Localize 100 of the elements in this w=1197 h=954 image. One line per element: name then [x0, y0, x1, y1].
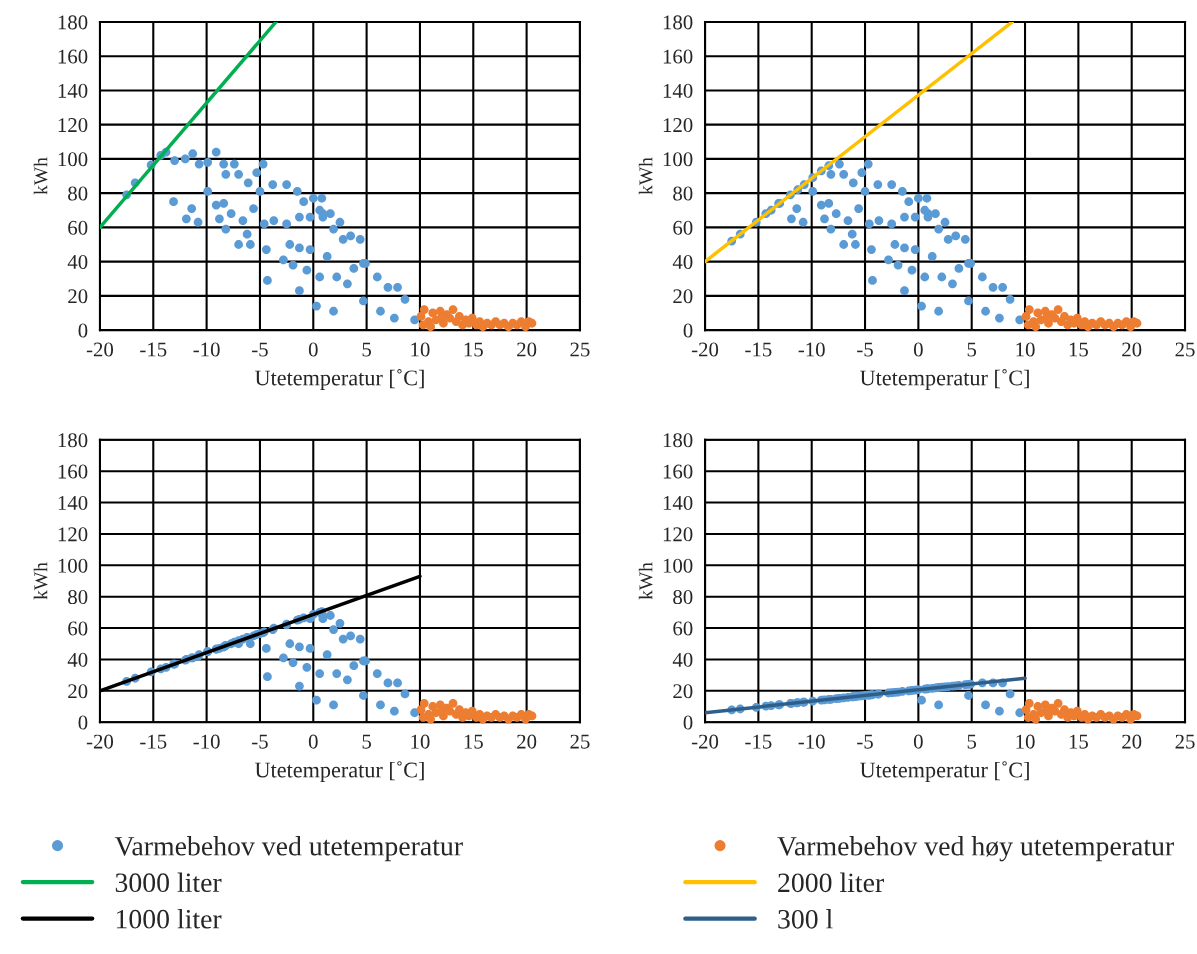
x-tick-label: 15	[464, 342, 483, 357]
point	[1053, 305, 1063, 314]
x-axis-title: Utetemperatur [˚C]	[860, 761, 1029, 783]
y-tick-label: 160	[58, 49, 88, 64]
point	[448, 698, 458, 708]
point	[455, 312, 464, 321]
point	[426, 322, 436, 332]
x-tick-label: -5	[252, 734, 268, 749]
x-tick-label: 25	[1175, 734, 1195, 749]
y-tick-label: 140	[663, 83, 693, 98]
point	[436, 313, 446, 323]
y-tick-label: 40	[67, 652, 88, 667]
x-tick-label: -10	[798, 342, 825, 357]
y-tick-label: 60	[68, 220, 88, 235]
point	[1060, 312, 1069, 321]
x-tick-label: -5	[857, 734, 873, 749]
y-tick-label: 160	[663, 49, 693, 64]
y-tick-label: 120	[663, 527, 693, 542]
point	[1031, 714, 1041, 724]
y-tick-label: 180	[58, 433, 88, 448]
y-tick-label: 100	[58, 558, 88, 573]
x-tick-label: 25	[1175, 342, 1195, 357]
point	[1031, 322, 1041, 332]
y-tick-label: 120	[58, 118, 88, 133]
y-tick-label: 0	[78, 715, 88, 730]
y-tick-label: 140	[58, 83, 88, 98]
y-tick-label: 0	[683, 323, 693, 338]
legend-label: 300 l	[778, 909, 833, 929]
x-tick-label: -5	[252, 342, 268, 357]
legend-label: 3000 liter	[115, 872, 222, 893]
y-tick-label: 160	[58, 464, 88, 479]
point	[419, 698, 429, 708]
point	[419, 305, 429, 314]
x-tick-label: 5	[362, 342, 372, 357]
x-tick-label: 10	[1016, 342, 1035, 357]
x-tick-label: 15	[1069, 734, 1088, 749]
point	[1053, 698, 1063, 708]
x-tick-label: -15	[140, 734, 167, 749]
y-tick-label: 40	[672, 254, 693, 270]
legend-label: Varmebehov ved høy utetemperatur	[777, 836, 1174, 862]
y-axis-title: kWh	[33, 157, 48, 195]
point	[1072, 313, 1082, 323]
point	[1060, 705, 1069, 715]
x-tick-label: 5	[967, 342, 977, 357]
x-tick-label: 20	[517, 734, 537, 749]
x-tick-label: -5	[857, 342, 873, 357]
x-tick-label: 0	[913, 734, 923, 749]
y-tick-label: 100	[58, 152, 88, 167]
x-tick-label: 10	[411, 342, 430, 357]
x-tick-label: 20	[1122, 734, 1142, 749]
y-tick-label: 180	[663, 433, 693, 448]
point	[426, 714, 436, 724]
y-tick-label: 160	[663, 464, 693, 479]
x-tick-label: 0	[308, 342, 318, 357]
y-tick-label: 80	[673, 186, 693, 201]
x-tick-label: 10	[411, 734, 430, 749]
x-tick-label: -20	[86, 734, 114, 749]
x-tick-label: 5	[362, 734, 372, 749]
x-tick-label: 0	[913, 342, 923, 357]
legend-label: Varmebehov ved utetemperatur	[114, 836, 463, 862]
y-tick-label: 60	[673, 621, 693, 636]
y-tick-label: 80	[68, 590, 88, 605]
point	[1023, 713, 1033, 722]
y-tick-label: 120	[58, 527, 88, 542]
x-tick-label: -10	[193, 734, 220, 749]
x-tick-label: -20	[691, 734, 719, 749]
x-tick-label: -20	[86, 342, 114, 357]
point	[418, 713, 428, 722]
y-axis-title: kWh	[638, 562, 653, 600]
x-tick-label: -10	[193, 342, 220, 357]
y-tick-label: 80	[673, 590, 693, 605]
y-tick-label: 20	[68, 684, 88, 699]
y-tick-label: 20	[673, 684, 693, 699]
y-tick-label: 80	[68, 186, 88, 201]
y-tick-label: 20	[673, 289, 693, 304]
x-axis-title: Utetemperatur [˚C]	[254, 369, 424, 390]
x-tick-label: 0	[308, 734, 318, 749]
y-tick-label: 0	[683, 715, 693, 730]
x-tick-label: 15	[464, 734, 483, 749]
y-tick-label: 60	[68, 621, 88, 636]
y-tick-label: 40	[672, 652, 693, 667]
y-tick-label: 100	[663, 152, 693, 167]
x-tick-label: 5	[967, 734, 977, 749]
y-tick-label: 100	[663, 558, 693, 573]
x-axis-title: Utetemperatur [˚C]	[254, 761, 424, 783]
x-tick-label: -20	[691, 342, 719, 357]
x-tick-label: 15	[1069, 342, 1088, 357]
y-tick-label: 0	[78, 323, 88, 338]
point	[1024, 698, 1034, 708]
y-tick-label: 120	[663, 118, 693, 133]
y-axis-title: kWh	[638, 157, 653, 195]
point	[455, 705, 464, 715]
y-tick-label: 180	[58, 15, 88, 30]
y-axis-title: kWh	[33, 562, 48, 600]
y-tick-label: 40	[67, 254, 88, 270]
legend-label: 2000 liter	[778, 872, 884, 893]
y-tick-label: 180	[663, 15, 693, 30]
x-tick-label: 10	[1016, 734, 1035, 749]
point	[1024, 305, 1034, 314]
y-tick-label: 60	[673, 220, 693, 235]
